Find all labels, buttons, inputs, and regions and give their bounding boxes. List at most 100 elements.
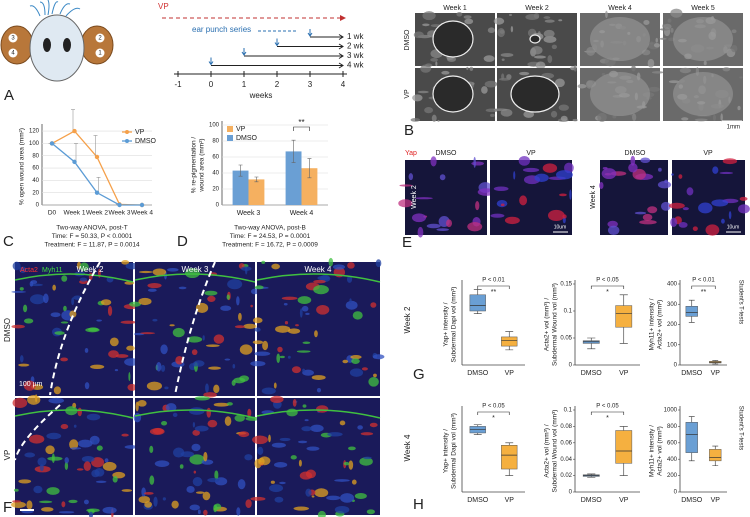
texture <box>555 170 573 180</box>
ear-number: 1 <box>98 51 102 57</box>
row-label: Week 4 <box>590 185 597 209</box>
texture <box>185 268 200 279</box>
texture <box>501 58 505 61</box>
texture <box>86 508 100 513</box>
punch-arrow <box>241 48 247 56</box>
texture <box>720 113 723 122</box>
tissue-edge <box>256 409 381 419</box>
texture <box>61 275 68 282</box>
texture <box>69 439 79 450</box>
texture <box>612 115 617 119</box>
texture <box>667 18 672 23</box>
texture <box>422 23 430 27</box>
texture <box>84 382 90 390</box>
texture <box>648 86 660 92</box>
texture <box>475 200 480 211</box>
ear-number: 4 <box>11 51 15 57</box>
texture <box>114 369 119 372</box>
micrographs <box>11 8 750 517</box>
texture <box>60 357 68 362</box>
texture <box>143 491 154 495</box>
texture <box>35 394 38 403</box>
texture <box>705 224 720 236</box>
texture <box>632 113 637 121</box>
texture <box>412 94 423 102</box>
tick-label: 0 <box>209 80 214 89</box>
texture <box>252 317 263 324</box>
texture <box>165 403 177 412</box>
box <box>685 306 698 317</box>
texture <box>436 228 449 231</box>
texture <box>559 193 567 197</box>
texture <box>399 184 413 187</box>
texture <box>203 392 217 398</box>
texture <box>299 308 303 318</box>
texture <box>292 398 297 407</box>
texture <box>245 499 252 508</box>
texture <box>121 489 133 492</box>
p-label: P < 0.05 <box>596 404 619 410</box>
texture <box>316 304 330 315</box>
texture <box>314 488 329 498</box>
texture <box>597 112 607 122</box>
texture <box>91 469 100 478</box>
texture <box>58 511 75 514</box>
texture <box>147 282 162 289</box>
legend-swatch <box>227 126 233 132</box>
p-label: P < 0.05 <box>596 278 619 284</box>
texture <box>192 429 200 436</box>
texture <box>261 260 266 265</box>
texture <box>519 195 528 206</box>
texture <box>343 461 350 466</box>
point <box>72 128 77 134</box>
texture <box>240 266 252 271</box>
bar <box>248 179 265 205</box>
whiskers <box>29 0 81 17</box>
texture <box>152 427 164 435</box>
texture <box>233 377 246 384</box>
texture <box>663 23 672 30</box>
texture <box>368 376 379 387</box>
row-label: 4 wk <box>347 61 364 70</box>
panel-label: D <box>177 233 188 250</box>
y-axis-label: wound area (mm²) <box>199 138 206 192</box>
punch-arrow <box>208 57 214 66</box>
texture <box>670 217 678 228</box>
texture <box>719 171 734 175</box>
error-bar <box>71 109 75 132</box>
texture <box>161 421 168 426</box>
texture <box>286 408 298 417</box>
texture <box>64 461 69 470</box>
error-bar <box>74 143 78 162</box>
texture <box>197 509 201 515</box>
texture <box>271 442 286 448</box>
texture <box>268 434 271 443</box>
texture <box>363 456 372 460</box>
texture <box>27 394 41 405</box>
y-tick-label: 200 <box>667 473 678 479</box>
x-tick-label: DMSO <box>581 497 603 504</box>
y-tick-label: 1000 <box>664 408 678 414</box>
texture <box>129 301 142 307</box>
texture <box>192 361 199 367</box>
y-tick-label: 400 <box>667 282 678 288</box>
texture <box>678 174 683 179</box>
sig-label: ** <box>491 289 497 296</box>
head <box>29 14 85 82</box>
wound <box>673 17 733 61</box>
legend-label: DMSO <box>135 138 157 145</box>
error-bar <box>96 176 101 193</box>
texture <box>207 295 216 303</box>
bar <box>232 170 249 205</box>
point <box>94 190 100 195</box>
texture <box>179 464 184 469</box>
y-tick-label: 0.1 <box>564 309 573 315</box>
texture <box>254 285 264 290</box>
texture <box>79 277 88 282</box>
legend-swatch <box>125 139 129 143</box>
column-label: VP <box>703 150 713 157</box>
texture <box>30 280 38 285</box>
texture <box>359 457 373 466</box>
row-label: Week 2 <box>411 185 418 209</box>
texture <box>296 350 311 353</box>
